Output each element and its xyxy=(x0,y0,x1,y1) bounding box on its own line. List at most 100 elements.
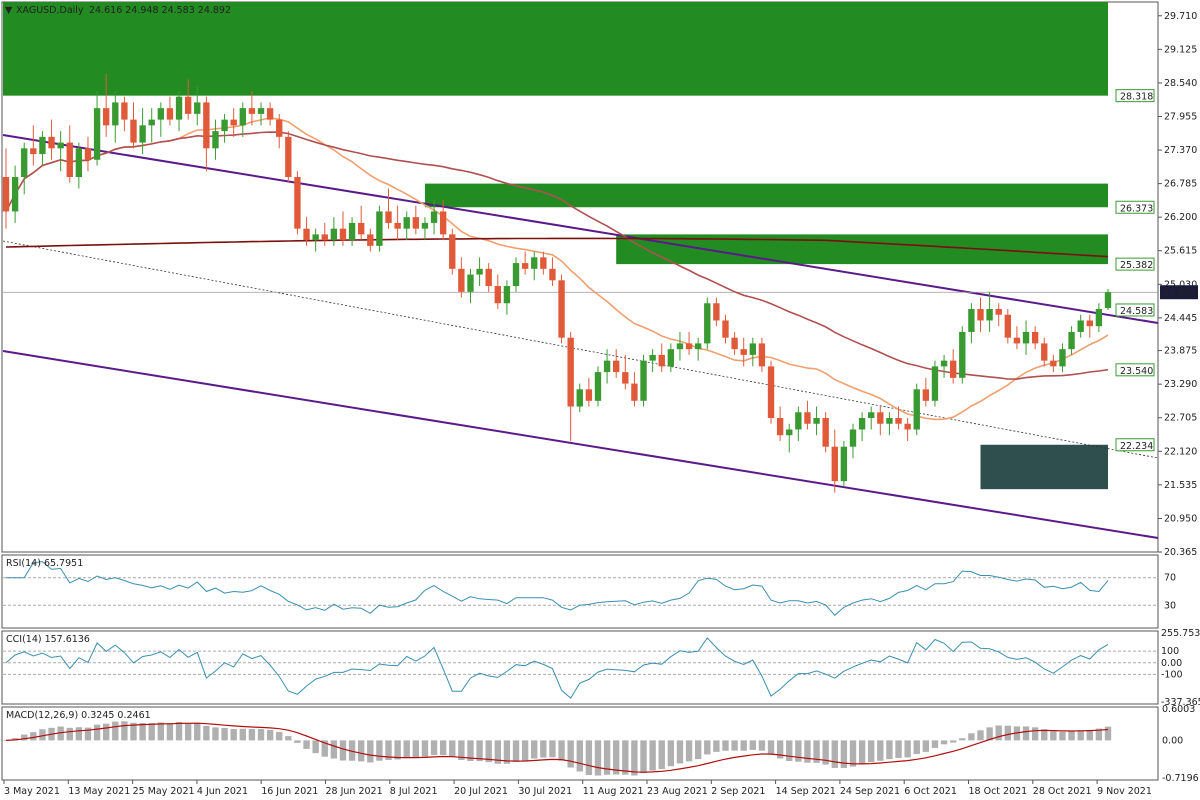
candle-body[interactable] xyxy=(485,268,492,287)
candle-body[interactable] xyxy=(348,222,356,241)
candle-body[interactable] xyxy=(795,412,802,430)
candle-body[interactable] xyxy=(494,286,501,304)
candle-body[interactable] xyxy=(203,102,210,149)
candle-body[interactable] xyxy=(731,337,738,350)
candle-body[interactable] xyxy=(1050,360,1057,367)
candle-body[interactable] xyxy=(558,280,565,338)
candle-body[interactable] xyxy=(531,257,538,269)
candle-body[interactable] xyxy=(904,423,911,430)
candle-body[interactable] xyxy=(640,360,647,401)
candle-body[interactable] xyxy=(11,177,19,212)
candle-body[interactable] xyxy=(303,228,310,241)
candle-body[interactable] xyxy=(321,234,328,241)
channel-upper-line[interactable] xyxy=(2,134,1159,324)
candle-body[interactable] xyxy=(749,343,756,355)
candle-body[interactable] xyxy=(449,234,456,269)
candle-body[interactable] xyxy=(840,446,848,482)
candle-body[interactable] xyxy=(148,119,155,126)
candle-body[interactable] xyxy=(521,263,529,269)
candle-body[interactable] xyxy=(403,217,410,229)
candle-body[interactable] xyxy=(567,337,574,407)
candle-body[interactable] xyxy=(412,217,420,229)
candle-body[interactable] xyxy=(858,418,866,430)
candle-body[interactable] xyxy=(831,446,838,482)
candle-body[interactable] xyxy=(30,148,37,155)
candle-body[interactable] xyxy=(667,349,675,367)
candle-body[interactable] xyxy=(339,228,347,241)
candle-body[interactable] xyxy=(439,211,447,235)
candle-body[interactable] xyxy=(112,102,119,126)
candle-body[interactable] xyxy=(658,354,665,367)
candle-body[interactable] xyxy=(39,136,46,155)
candle-body[interactable] xyxy=(194,102,201,114)
candle-body[interactable] xyxy=(503,286,511,304)
candle-body[interactable] xyxy=(458,268,465,292)
candle-body[interactable] xyxy=(1031,331,1039,344)
candle-body[interactable] xyxy=(631,383,638,401)
candle-body[interactable] xyxy=(676,343,684,350)
candle-body[interactable] xyxy=(1004,314,1012,338)
candle-body[interactable] xyxy=(740,349,747,355)
candle-body[interactable] xyxy=(1068,331,1075,350)
candle-body[interactable] xyxy=(1013,337,1021,344)
candle-body[interactable] xyxy=(257,108,265,114)
candle-body[interactable] xyxy=(358,222,365,235)
candle-body[interactable] xyxy=(248,108,256,114)
candle-body[interactable] xyxy=(895,418,902,424)
candle-body[interactable] xyxy=(421,222,429,229)
candle-body[interactable] xyxy=(312,234,319,241)
rsi-pane[interactable] xyxy=(1,554,1159,629)
candle-body[interactable] xyxy=(913,389,920,430)
candle-body[interactable] xyxy=(21,148,28,178)
candle-body[interactable] xyxy=(622,372,629,384)
candle-body[interactable] xyxy=(512,263,520,287)
candle-body[interactable] xyxy=(922,389,930,401)
candle-body[interactable] xyxy=(886,418,893,424)
candle-body[interactable] xyxy=(968,308,975,332)
candle-body[interactable] xyxy=(66,142,73,178)
candle-body[interactable] xyxy=(1022,331,1030,344)
candle-body[interactable] xyxy=(157,108,165,120)
candle-body[interactable] xyxy=(2,177,10,212)
candle-body[interactable] xyxy=(959,331,966,378)
candle-body[interactable] xyxy=(294,177,301,229)
candle-body[interactable] xyxy=(694,343,702,350)
candle-body[interactable] xyxy=(804,412,811,424)
cci-pane[interactable] xyxy=(1,630,1159,705)
candle-body[interactable] xyxy=(166,108,174,120)
candle-body[interactable] xyxy=(57,142,64,149)
candle-body[interactable] xyxy=(75,148,83,178)
candle-body[interactable] xyxy=(1095,308,1103,327)
candle-body[interactable] xyxy=(649,354,656,361)
candle-body[interactable] xyxy=(1086,320,1093,327)
candle-body[interactable] xyxy=(713,303,720,321)
candle-body[interactable] xyxy=(285,136,292,178)
candle-body[interactable] xyxy=(822,418,829,447)
candle-body[interactable] xyxy=(476,268,483,275)
candle-body[interactable] xyxy=(212,131,219,149)
candle-body[interactable] xyxy=(576,389,583,407)
candle-body[interactable] xyxy=(330,228,338,241)
candle-body[interactable] xyxy=(613,360,620,373)
candle-body[interactable] xyxy=(376,211,383,246)
candle-body[interactable] xyxy=(585,389,593,401)
candle-body[interactable] xyxy=(276,119,283,137)
candle-body[interactable] xyxy=(221,119,228,132)
candle-body[interactable] xyxy=(1104,292,1112,309)
candle-body[interactable] xyxy=(540,257,547,269)
candle-body[interactable] xyxy=(175,96,183,120)
candle-body[interactable] xyxy=(786,429,793,436)
candle-body[interactable] xyxy=(603,360,611,373)
candle-body[interactable] xyxy=(230,119,237,126)
candle-body[interactable] xyxy=(995,308,1002,315)
candle-body[interactable] xyxy=(758,343,766,367)
candle-body[interactable] xyxy=(48,136,55,149)
candle-body[interactable] xyxy=(722,320,729,338)
candle-body[interactable] xyxy=(767,366,775,419)
candle-body[interactable] xyxy=(977,308,984,321)
candle-body[interactable] xyxy=(130,119,137,143)
candle-body[interactable] xyxy=(84,148,92,160)
candle-body[interactable] xyxy=(367,234,374,246)
candle-body[interactable] xyxy=(385,211,392,223)
candle-body[interactable] xyxy=(594,372,602,401)
